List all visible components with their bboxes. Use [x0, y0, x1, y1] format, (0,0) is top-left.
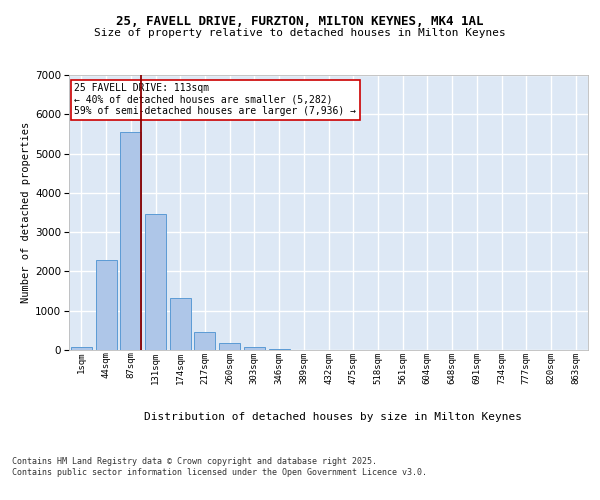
Bar [244, 347, 265, 350]
Bar [194, 332, 215, 350]
Bar [120, 132, 141, 350]
Bar [145, 214, 166, 350]
Text: Distribution of detached houses by size in Milton Keynes: Distribution of detached houses by size … [144, 412, 522, 422]
Bar [219, 343, 240, 350]
Text: 25, FAVELL DRIVE, FURZTON, MILTON KEYNES, MK4 1AL: 25, FAVELL DRIVE, FURZTON, MILTON KEYNES… [116, 15, 484, 28]
Bar [269, 349, 290, 350]
Text: Size of property relative to detached houses in Milton Keynes: Size of property relative to detached ho… [94, 28, 506, 38]
Text: 25 FAVELL DRIVE: 113sqm
← 40% of detached houses are smaller (5,282)
59% of semi: 25 FAVELL DRIVE: 113sqm ← 40% of detache… [74, 83, 356, 116]
Bar [170, 298, 191, 350]
Bar [71, 347, 92, 350]
Bar [95, 260, 116, 350]
Text: Contains HM Land Registry data © Crown copyright and database right 2025.
Contai: Contains HM Land Registry data © Crown c… [12, 458, 427, 477]
Y-axis label: Number of detached properties: Number of detached properties [21, 122, 31, 303]
